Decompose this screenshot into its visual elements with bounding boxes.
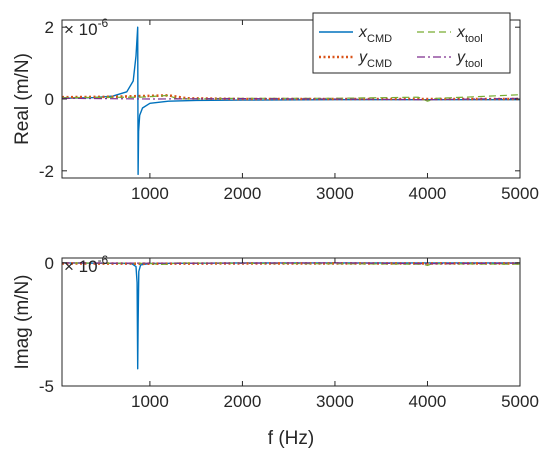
legend-label: xtool xyxy=(456,24,483,45)
series-line-ytool xyxy=(62,97,520,101)
legend-label: ytool xyxy=(456,49,483,70)
x-tick-label: 3000 xyxy=(316,392,354,411)
legend-box xyxy=(312,12,511,74)
y-tick-label: 2 xyxy=(45,18,54,37)
x-tick-label: 3000 xyxy=(316,184,354,203)
real-part-panel: 1000 2000 3000 4000 5000 2 0 -2 × 10-6 Real (m/… xyxy=(12,12,539,203)
x-tick-label: 2000 xyxy=(224,184,262,203)
x-tick-label: 2000 xyxy=(224,392,262,411)
x-tick-label: 5000 xyxy=(501,392,539,411)
frequency-xlabel: f (Hz) xyxy=(268,428,314,449)
x-tick-label: 5000 xyxy=(501,184,539,203)
y-tick-label: -2 xyxy=(39,162,54,181)
series-line-xcmd xyxy=(62,262,520,370)
imag-part-panel: 1000 2000 3000 4000 5000 0 -5 × 10-6 Imag (m/N… xyxy=(12,253,539,449)
series-line-xcmd xyxy=(62,26,520,176)
series-line-xtool xyxy=(62,94,520,102)
legend-label: xCMD xyxy=(358,24,392,45)
x-tick-label: 1000 xyxy=(131,392,169,411)
real-ylabel: Real (m/N) xyxy=(12,53,33,145)
y-tick-label: -5 xyxy=(39,377,54,396)
real-multiplier: × 10-6 xyxy=(64,16,109,39)
legend: xCMD xtool yCMD ytool xyxy=(312,12,511,74)
imag-multiplier: × 10-6 xyxy=(64,253,109,276)
y-tick-label: 0 xyxy=(45,90,54,109)
imag-axes-box xyxy=(61,257,521,387)
series-line-ytool xyxy=(62,262,520,265)
series-line-ycmd xyxy=(62,94,520,101)
y-tick-label: 0 xyxy=(45,254,54,273)
imag-ylabel: Imag (m/N) xyxy=(12,275,33,370)
x-tick-label: 4000 xyxy=(409,392,447,411)
legend-label: yCMD xyxy=(358,49,392,70)
x-tick-label: 4000 xyxy=(409,184,447,203)
x-tick-label: 1000 xyxy=(131,184,169,203)
